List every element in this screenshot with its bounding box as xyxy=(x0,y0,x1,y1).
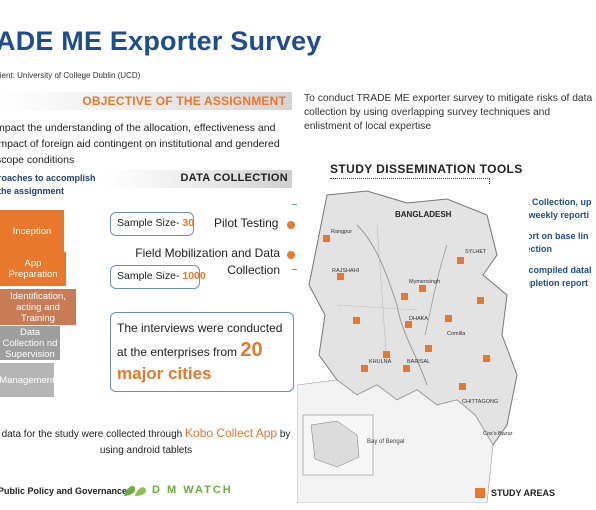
data-collection-heading-bar: DATA COLLECTION xyxy=(108,170,292,188)
legend-swatch xyxy=(475,488,485,498)
study-area-marker xyxy=(353,317,360,324)
map-city-label: RAJSHAHI xyxy=(332,268,360,274)
study-area-marker xyxy=(445,315,452,322)
map-city-label: Comilla xyxy=(447,331,466,337)
connector-dot xyxy=(287,221,295,229)
tools-item-text: Report on base lin collection xyxy=(510,231,589,254)
kobo-post: by using android tablets xyxy=(99,429,291,456)
step-data-collection: Data Collection nd Supervision xyxy=(0,326,60,360)
interview-box: The interviews were conducted at the ent… xyxy=(110,312,294,392)
client-label: lient: University of College Dublin (UCD… xyxy=(0,71,141,80)
interview-text: The interviews were conducted at the ent… xyxy=(117,321,283,359)
study-area-marker xyxy=(405,321,412,328)
map-city-label: SYLHET xyxy=(465,249,487,255)
intro-text: To conduct TRADE ME exporter survey to m… xyxy=(304,93,593,132)
study-area-marker xyxy=(483,355,490,362)
study-area-marker xyxy=(425,345,432,352)
dm-watch-logo: D M WATCH xyxy=(122,482,233,498)
kobo-pre: data for the study were collected throug… xyxy=(1,429,186,440)
tools-item: Report on base lin collection xyxy=(510,230,596,256)
study-area-marker xyxy=(401,293,408,300)
study-area-marker xyxy=(477,297,484,304)
map-city-label: KHULNA xyxy=(369,359,392,365)
map-city-label: DHAKA xyxy=(409,316,428,322)
tools-dotted-line xyxy=(330,178,490,179)
study-area-markers xyxy=(323,235,490,390)
map-bay-label: Bay of Bengal xyxy=(367,439,404,445)
tools-item: and compiled datal Completion report xyxy=(510,264,596,290)
tools-heading: STUDY DISSEMINATION TOOLS xyxy=(330,162,523,176)
kobo-text: data for the study were collected throug… xyxy=(0,425,296,459)
interview-cities: major cities xyxy=(117,364,212,383)
logo-text: D M WATCH xyxy=(152,484,233,496)
bangladesh-map: BANGLADESH Bay of Bengal RAJSHAHI DHAKA … xyxy=(297,185,529,503)
study-area-marker xyxy=(383,351,390,358)
study-area-marker xyxy=(337,273,344,280)
step-app-preparation: App Preparation xyxy=(0,252,66,286)
kobo-app-name: Kobo Collect App xyxy=(185,426,278,440)
data-collection-heading: DATA COLLECTION xyxy=(180,172,288,184)
field-mobilization-label: Field Mobilization and Data Collection xyxy=(135,246,280,277)
study-area-marker xyxy=(459,383,466,390)
step-inception: Inception xyxy=(0,210,64,252)
study-area-marker xyxy=(419,285,426,292)
study-area-marker xyxy=(403,365,410,372)
study-area-marker xyxy=(323,235,330,242)
map-city-label: Rangpur xyxy=(331,229,352,235)
map-city-label: Cox's Bazar xyxy=(483,431,513,437)
objective-heading-bar: OBJECTIVE OF THE ASSIGNMENT xyxy=(0,92,292,110)
interview-number: 20 xyxy=(240,339,263,361)
tools-item-text: and compiled datal Completion report xyxy=(510,265,592,288)
objective-text: mpact the understanding of the allocatio… xyxy=(0,122,280,166)
map-city-label: Mymensingh xyxy=(409,279,440,285)
map-country-label: BANGLADESH xyxy=(395,210,452,219)
sample-size-field: Sample Size- 1000 xyxy=(110,265,206,289)
objective-heading: OBJECTIVE OF THE ASSIGNMENT xyxy=(82,94,286,108)
leaf-icon xyxy=(124,486,146,496)
sample-value: 1000 xyxy=(182,270,206,282)
footer-label: Public Policy and Governance xyxy=(0,486,128,496)
pilot-testing-label: Pilot Testing xyxy=(214,216,279,230)
step-identification: Identification, acting and Training xyxy=(0,289,76,325)
approach-heading: roaches to accomplish the assignment xyxy=(0,173,96,196)
sample-label: Sample Size- xyxy=(117,270,183,282)
map-legend: STUDY AREAS xyxy=(475,488,555,498)
sample-label: Sample Size- xyxy=(117,217,183,229)
study-area-marker xyxy=(457,257,464,264)
map-city-label: CHITTAGONG xyxy=(462,399,498,405)
sample-size-pilot: Sample Size- 30 xyxy=(110,212,194,236)
step-management: Management xyxy=(0,363,55,397)
page-title: ADE ME Exporter Survey xyxy=(0,26,322,56)
legend-label: STUDY AREAS xyxy=(491,488,556,498)
study-area-marker xyxy=(361,365,368,372)
connector-dot xyxy=(287,251,295,259)
map-city-label: BARISAL xyxy=(407,359,430,365)
sample-value: 30 xyxy=(182,217,195,229)
tools-item-text: Data Collection, up and weekly reporti xyxy=(510,197,592,220)
